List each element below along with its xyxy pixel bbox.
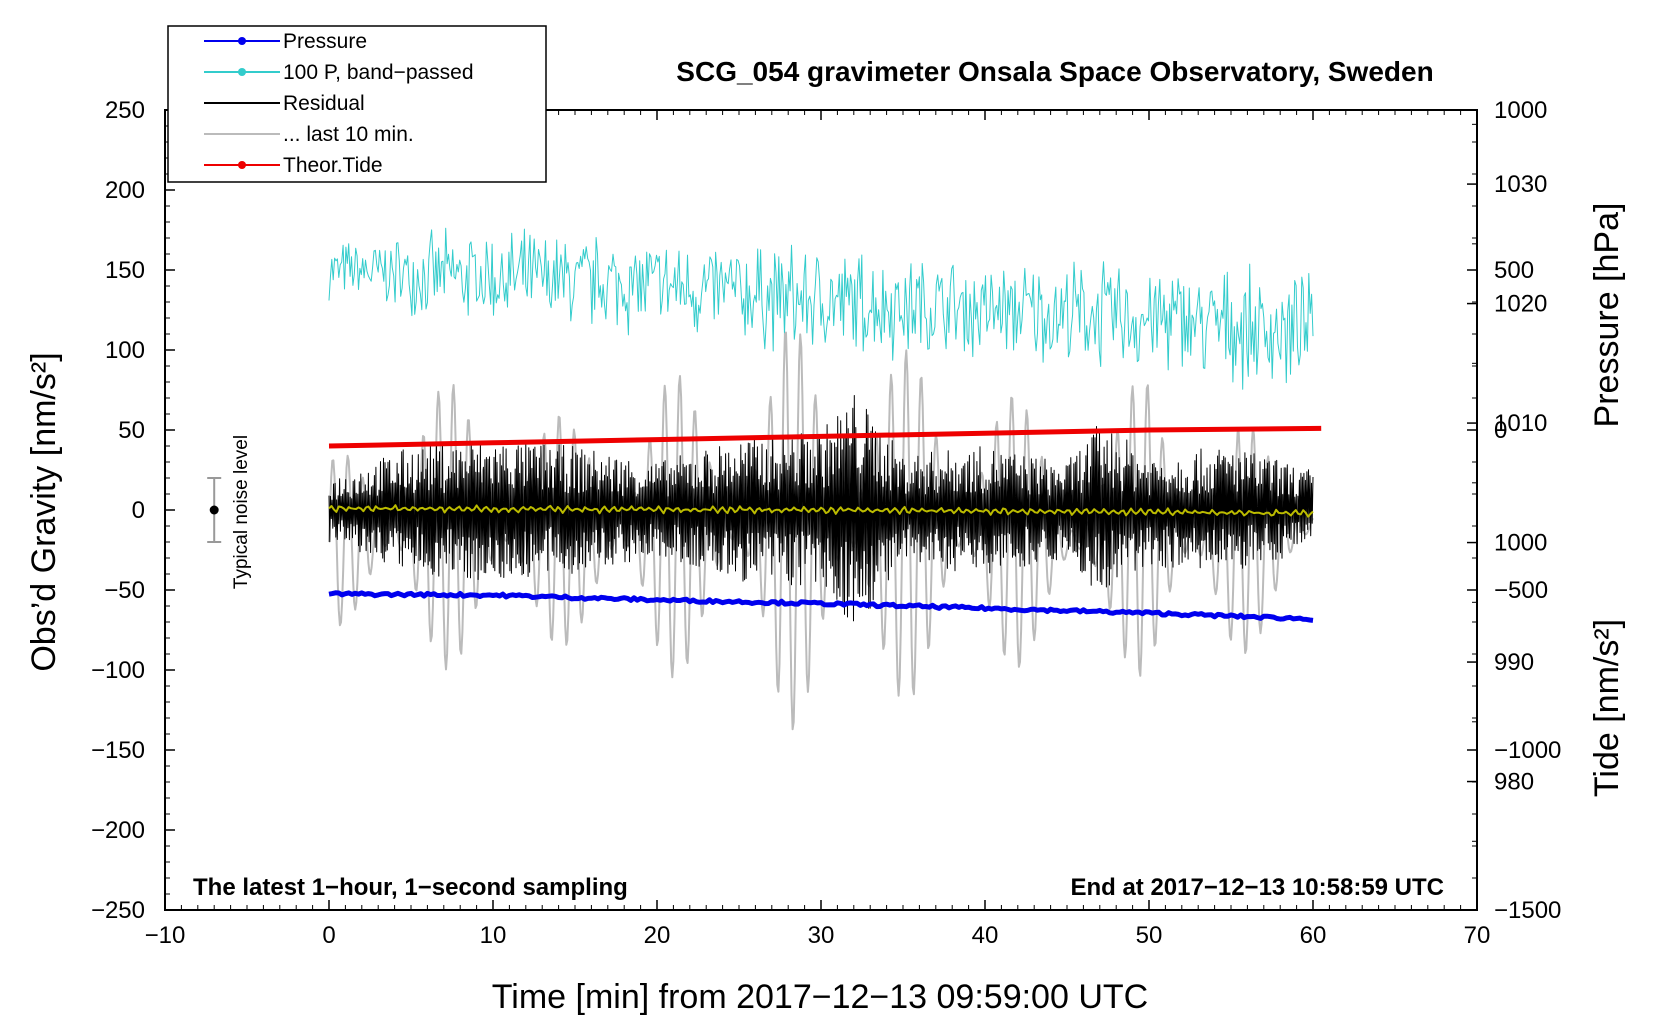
x-tick-label: 30 (808, 922, 835, 949)
series-residual (328, 395, 1314, 622)
y-tick-label: −200 (91, 817, 145, 844)
x-tick-label: 70 (1464, 922, 1491, 949)
legend-label-last-10-min: ... last 10 min. (283, 123, 414, 146)
y-tick-label: −50 (104, 577, 145, 604)
x-tick-label: 40 (972, 922, 999, 949)
axis-ticks: −10 0 10 20 30 40 50 60 70250200150100500−50−100… (91, 97, 1561, 949)
x-tick-label: 20 (644, 922, 671, 949)
legend-label-pressure: Pressure (283, 30, 367, 53)
tide-tick-label: 0 (1494, 417, 1507, 444)
tide-tick-label: 1000 (1494, 97, 1547, 124)
pressure-tick-label: 1010 (1494, 410, 1547, 437)
y-tick-label: 250 (105, 97, 145, 124)
x-axis-title: Time [min] from 2017−12−13 09:59:00 UTC (492, 978, 1148, 1016)
legend-label-100-p-band-passed: 100 P, band−passed (283, 61, 474, 84)
y-tick-label: 150 (105, 257, 145, 284)
legend-marker-100-p-band-passed (238, 68, 246, 76)
plot-data (328, 227, 1322, 731)
noise-center-dot (209, 505, 219, 515)
y-axis-title: Obs’d Gravity [nm/s²] (25, 352, 63, 671)
pressure-tick-label: 980 (1494, 769, 1534, 796)
tide-tick-label: −1000 (1494, 737, 1561, 764)
tide-tick-label: −500 (1494, 577, 1548, 604)
pressure-axis-title: Pressure [hPa] (1588, 203, 1626, 428)
x-tick-label: 10 (480, 922, 507, 949)
pressure-tick-label: 1000 (1494, 530, 1547, 557)
x-tick-label: 0 (322, 922, 335, 949)
pressure-tick-label: 1030 (1494, 171, 1547, 198)
legend-marker-theor-tide (238, 161, 246, 169)
noise-label: Typical noise level (231, 435, 252, 589)
noise-indicator: Typical noise level (207, 435, 252, 589)
legend-marker-pressure (238, 37, 246, 45)
y-tick-label: −100 (91, 657, 145, 684)
x-tick-label: −10 (145, 922, 186, 949)
legend-label-residual: Residual (283, 92, 365, 115)
tide-axis-title: Tide [nm/s²] (1588, 619, 1626, 797)
legend-label-theor-tide: Theor.Tide (283, 154, 383, 177)
y-tick-label: −150 (91, 737, 145, 764)
y-tick-label: 200 (105, 177, 145, 204)
legend: Pressure 100 P, band−passed Residual ... la… (167, 25, 547, 183)
y-tick-label: 0 (132, 497, 145, 524)
sampling-note: The latest 1−hour, 1−second sampling (193, 874, 628, 901)
pressure-tick-label: 1020 (1494, 291, 1547, 318)
y-tick-label: 100 (105, 337, 145, 364)
pressure-tick-label: 990 (1494, 649, 1534, 676)
series-100-p-band-passed (328, 227, 1314, 390)
series-theor-tide (328, 425, 1322, 449)
end-time-note: End at 2017−12−13 10:58:59 UTC (1070, 874, 1444, 901)
y-tick-label: 50 (118, 417, 145, 444)
series-pressure (328, 590, 1314, 623)
series-residual-smoothed (328, 504, 1314, 518)
tide-tick-label: 500 (1494, 257, 1534, 284)
tide-tick-label: −1500 (1494, 897, 1561, 924)
y-tick-label: −250 (91, 897, 145, 924)
chart-title: SCG_054 gravimeter Onsala Space Observat… (676, 56, 1433, 87)
x-tick-label: 60 (1300, 922, 1327, 949)
x-tick-label: 50 (1136, 922, 1163, 949)
